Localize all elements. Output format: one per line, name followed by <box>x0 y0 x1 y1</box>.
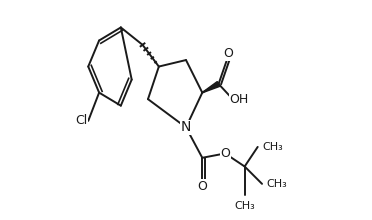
Text: O: O <box>220 147 230 160</box>
Text: CH₃: CH₃ <box>234 201 255 211</box>
Polygon shape <box>202 82 220 93</box>
Text: OH: OH <box>230 93 249 106</box>
Text: N: N <box>181 120 191 134</box>
Text: O: O <box>224 47 233 60</box>
Text: CH₃: CH₃ <box>262 142 283 152</box>
Text: CH₃: CH₃ <box>266 179 287 189</box>
Text: Cl: Cl <box>76 114 88 127</box>
Text: O: O <box>198 180 207 192</box>
